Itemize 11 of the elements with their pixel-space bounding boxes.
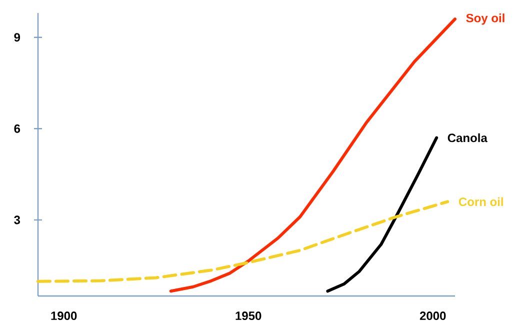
y-tick-label: 6 bbox=[14, 124, 20, 133]
x-tick-label: 2000 bbox=[420, 312, 446, 320]
x-tick-label: 1900 bbox=[51, 312, 77, 320]
series-label: Soy oil bbox=[466, 14, 504, 25]
series-label: Canola bbox=[448, 133, 488, 142]
line-series bbox=[326, 136, 438, 293]
x-tick-label: 1950 bbox=[236, 312, 262, 320]
y-tick-label: 9 bbox=[14, 33, 20, 42]
line-series bbox=[36, 200, 450, 283]
series-label: Corn oil bbox=[458, 197, 503, 206]
y-tick-label: 3 bbox=[14, 216, 20, 224]
